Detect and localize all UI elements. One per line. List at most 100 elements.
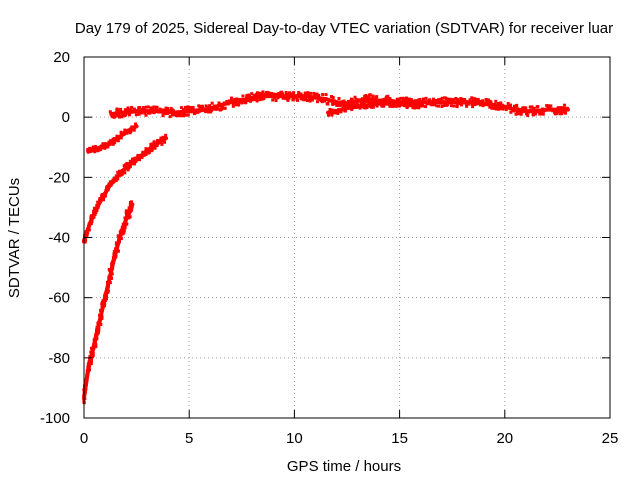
y-tick-label: -20: [48, 169, 70, 186]
data-point: [296, 93, 300, 97]
data-point: [91, 214, 95, 218]
data-point: [535, 110, 539, 114]
data-point: [452, 104, 456, 108]
data-point: [96, 325, 100, 329]
data-point: [475, 100, 479, 104]
data-point: [327, 113, 331, 117]
data-point: [86, 147, 90, 151]
data-point: [130, 157, 134, 161]
data-point: [217, 101, 221, 105]
data-point: [514, 112, 518, 116]
data-point: [494, 103, 498, 107]
data-point: [204, 104, 208, 108]
data-point: [490, 106, 494, 110]
data-point: [132, 160, 136, 164]
data-point: [558, 112, 562, 116]
y-tick-label: -40: [48, 230, 70, 247]
data-point: [143, 150, 147, 154]
data-point: [113, 115, 117, 119]
data-point: [331, 102, 335, 106]
data-point: [564, 107, 568, 111]
data-point: [484, 101, 488, 105]
data-point: [237, 103, 241, 107]
data-point: [144, 152, 148, 156]
data-point: [343, 109, 347, 113]
data-point: [374, 102, 378, 106]
data-point: [116, 234, 120, 238]
data-point: [350, 103, 354, 107]
data-point: [409, 103, 413, 107]
data-point: [92, 215, 96, 219]
data-point: [83, 389, 87, 393]
data-point: [148, 111, 152, 115]
data-point: [299, 92, 303, 96]
data-point: [104, 190, 108, 194]
data-point: [331, 109, 335, 113]
data-point: [132, 125, 136, 129]
data-point: [126, 168, 130, 172]
data-point: [103, 302, 107, 306]
data-point: [136, 155, 140, 159]
data-point: [509, 110, 513, 114]
data-point: [93, 213, 97, 217]
data-point: [83, 386, 87, 390]
data-point: [280, 90, 284, 94]
data-point: [244, 100, 248, 104]
data-point: [105, 184, 109, 188]
data-point: [103, 194, 107, 198]
data-point: [259, 91, 263, 95]
data-point: [514, 105, 518, 109]
data-point: [89, 358, 93, 362]
data-point: [335, 110, 339, 114]
y-tick-label: 0: [62, 109, 70, 126]
data-point: [144, 105, 148, 109]
data-point: [190, 110, 194, 114]
data-point: [100, 306, 104, 310]
data-point: [289, 92, 293, 96]
data-point: [471, 105, 475, 109]
data-point: [412, 104, 416, 108]
data-point: [99, 147, 103, 151]
data-point: [111, 267, 115, 271]
data-point: [503, 106, 507, 110]
data-point: [115, 246, 119, 250]
data-point: [225, 99, 229, 103]
data-point: [126, 107, 130, 111]
data-point: [116, 139, 120, 143]
data-point: [331, 96, 335, 100]
data-point: [421, 104, 425, 108]
data-point: [105, 290, 109, 294]
data-point: [303, 91, 307, 95]
data-point: [371, 96, 375, 100]
data-point: [163, 109, 167, 113]
data-point: [147, 150, 151, 154]
data-point: [475, 102, 479, 106]
data-point: [309, 91, 313, 95]
data-point: [245, 94, 249, 98]
data-point: [501, 104, 505, 108]
data-point: [113, 141, 117, 145]
data-point: [189, 106, 193, 110]
data-point: [373, 99, 377, 103]
data-point: [553, 111, 557, 115]
data-point: [538, 112, 542, 116]
data-point: [551, 109, 555, 113]
data-point: [537, 110, 541, 114]
data-point: [421, 99, 425, 103]
data-point: [292, 97, 296, 101]
data-point: [109, 182, 113, 186]
data-point: [128, 215, 132, 219]
data-point: [260, 97, 264, 101]
data-point: [133, 156, 137, 160]
data-point: [255, 97, 259, 101]
data-point: [106, 289, 110, 293]
data-point: [331, 100, 335, 104]
data-point: [98, 199, 102, 203]
data-point: [540, 109, 544, 113]
data-point: [388, 97, 392, 101]
x-tick-label: 0: [80, 430, 88, 447]
data-point: [109, 274, 113, 278]
data-point: [86, 371, 90, 375]
data-point: [493, 102, 497, 106]
data-point: [442, 103, 446, 107]
